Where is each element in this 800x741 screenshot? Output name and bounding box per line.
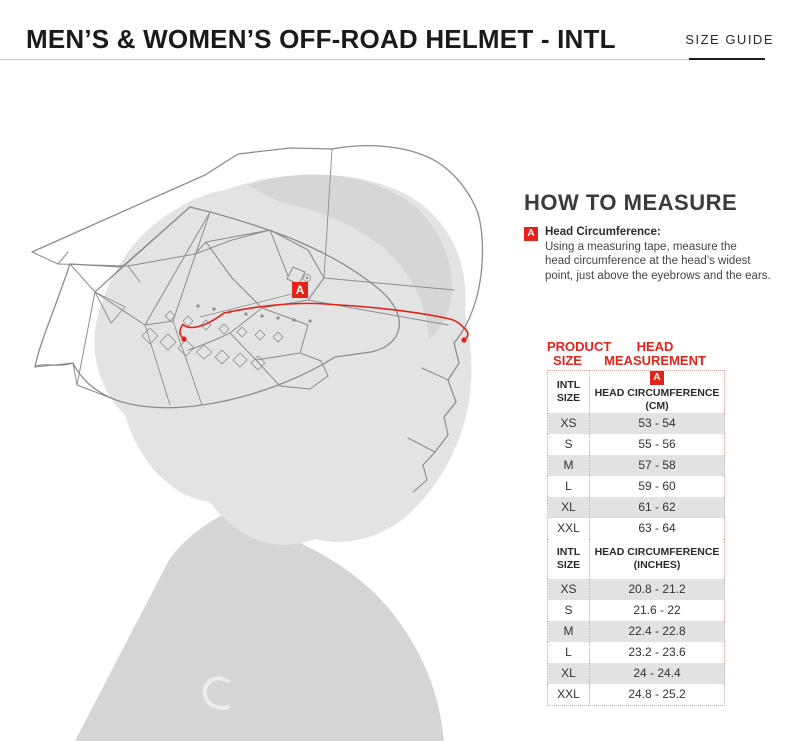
svg-text:A: A xyxy=(296,283,305,297)
